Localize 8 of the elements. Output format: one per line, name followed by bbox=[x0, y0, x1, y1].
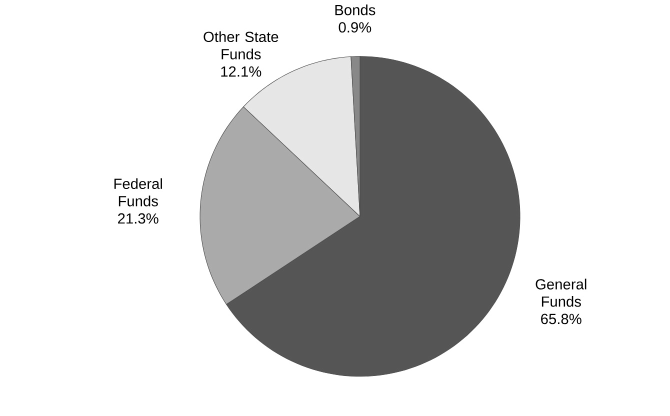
slice-label: General Funds bbox=[536, 278, 586, 307]
slice-label: Other State Funds bbox=[204, 31, 278, 60]
data-label: 12.1% bbox=[221, 66, 262, 76]
slice-label: Bonds bbox=[335, 4, 376, 16]
slice-label: Federal Funds bbox=[114, 178, 162, 206]
data-label: 21.3% bbox=[118, 213, 158, 224]
data-label: 65.8% bbox=[541, 314, 582, 324]
data-label: 0.9% bbox=[338, 22, 372, 32]
